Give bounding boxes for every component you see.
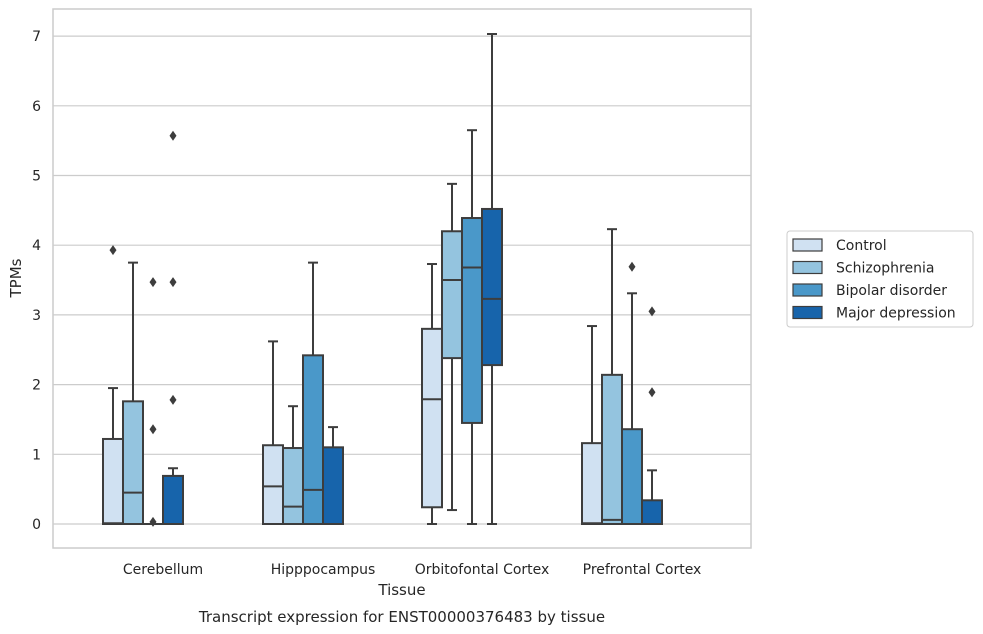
outlier-point xyxy=(648,306,656,317)
gridlines xyxy=(53,35,751,525)
y-tick-label: 0 xyxy=(32,517,41,533)
box xyxy=(322,446,344,525)
outlier-point xyxy=(169,394,177,405)
box-group xyxy=(122,261,144,525)
outlier-point xyxy=(149,277,157,288)
outlier-point xyxy=(149,516,157,527)
box-group xyxy=(262,340,284,526)
y-tick-label: 1 xyxy=(32,447,41,463)
y-tick-label: 7 xyxy=(32,29,41,45)
legend-frame xyxy=(786,230,974,328)
outlier-point xyxy=(648,387,656,398)
legend-label: Schizophrenia xyxy=(836,261,934,277)
x-tick-label: Prefrontal Cortex xyxy=(583,562,702,578)
y-tick-label: 4 xyxy=(32,238,41,254)
y-axis-ticks: 0 1 2 3 4 5 6 7 xyxy=(32,29,41,533)
x-tick-label: Orbitofontal Cortex xyxy=(415,562,550,578)
x-axis-title: Tissue xyxy=(377,581,425,599)
box xyxy=(122,400,144,525)
legend-label: Control xyxy=(836,238,887,254)
box-group xyxy=(102,245,124,525)
box xyxy=(421,327,443,509)
legend-swatch xyxy=(792,238,823,252)
box-group xyxy=(481,33,503,525)
box xyxy=(641,499,663,526)
plot-boxes xyxy=(102,33,663,527)
box xyxy=(162,474,184,526)
outlier-point xyxy=(109,245,117,256)
x-tick-label: Hipppocampus xyxy=(271,562,376,578)
legend: Control Schizophrenia Bipolar disorder Majo… xyxy=(786,230,974,328)
box xyxy=(621,428,643,526)
legend-label: Major depression xyxy=(836,306,956,322)
box-group xyxy=(162,130,184,526)
box-group xyxy=(621,261,643,526)
box-group xyxy=(581,325,603,526)
box xyxy=(282,447,304,526)
y-tick-label: 5 xyxy=(32,169,41,185)
box-group xyxy=(641,306,663,526)
box xyxy=(262,444,284,526)
box-group xyxy=(461,129,483,525)
box-group xyxy=(142,277,164,527)
legend-label: Bipolar disorder xyxy=(836,283,947,299)
outlier-point xyxy=(628,261,636,272)
box-group xyxy=(282,405,304,526)
box xyxy=(481,207,503,367)
outlier-point xyxy=(169,130,177,141)
box xyxy=(601,373,623,526)
box-group xyxy=(601,228,623,526)
box-group xyxy=(421,263,443,525)
x-tick-label: Cerebellum xyxy=(123,562,203,578)
legend-swatch xyxy=(792,260,823,275)
outlier-point xyxy=(149,424,157,435)
y-tick-label: 2 xyxy=(32,378,41,394)
box-group xyxy=(302,261,324,525)
legend-swatch xyxy=(792,305,823,320)
y-tick-label: 6 xyxy=(32,99,41,115)
box xyxy=(102,437,124,525)
chart-title: Transcript expression for ENST0000037648… xyxy=(198,608,605,626)
x-axis-ticks: Cerebellum Hipppocampus Orbitofontal Corte… xyxy=(123,562,701,578)
y-tick-label: 3 xyxy=(32,308,41,324)
plot-area-frame xyxy=(52,8,752,549)
outlier-point xyxy=(169,277,177,288)
box xyxy=(461,217,483,424)
box xyxy=(302,354,324,525)
legend-swatch xyxy=(792,283,823,297)
box xyxy=(441,230,463,360)
box-group xyxy=(441,182,463,512)
y-axis-title: TPMs xyxy=(7,258,25,298)
box-group xyxy=(322,426,344,525)
box xyxy=(581,442,603,526)
